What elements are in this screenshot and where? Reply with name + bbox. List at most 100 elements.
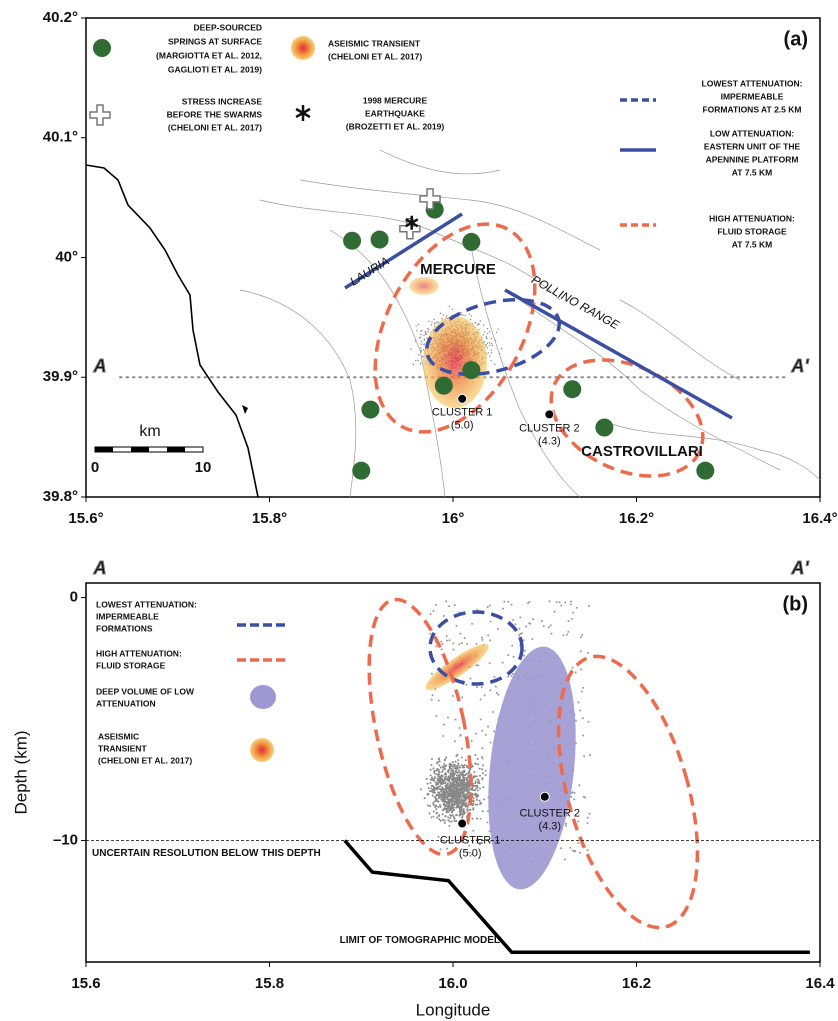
seismicity: [460, 773, 463, 776]
seismicity: [574, 671, 577, 674]
seismicity: [569, 846, 572, 849]
seismicity: [460, 784, 463, 787]
fault: [259, 199, 561, 301]
seismicity: [581, 633, 584, 636]
seismicity: [462, 314, 464, 316]
legend-label: GAGLIOTI ET AL. 2019): [168, 64, 262, 74]
seismicity: [444, 775, 447, 778]
seismicity: [484, 769, 487, 772]
seismicity: [482, 764, 485, 767]
place: CASTROVILLARI: [581, 443, 703, 460]
seismicity: [450, 820, 453, 823]
seismicity: [464, 785, 467, 788]
seismicity: [460, 771, 463, 774]
seismicity: [486, 821, 489, 824]
seismicity: [458, 643, 461, 646]
seismicity: [577, 842, 580, 845]
seismicity: [478, 328, 480, 331]
seismicity: [424, 330, 427, 333]
seismicity: [420, 330, 422, 332]
seismicity: [523, 649, 526, 652]
seismicity: [450, 795, 453, 798]
seismicity: [553, 610, 556, 613]
y-tick-label: 40.1°: [43, 129, 78, 146]
seismicity: [474, 782, 477, 785]
seismicity: [450, 803, 453, 806]
seismicity: [486, 342, 489, 345]
seismicity: [448, 785, 451, 788]
seismicity: [457, 758, 460, 761]
spring: [343, 231, 362, 250]
seismicity: [511, 672, 514, 675]
y-tick-label: 40.2°: [43, 9, 78, 26]
seismicity: [474, 803, 477, 806]
seismicity: [437, 775, 440, 778]
seismicity: [474, 763, 477, 766]
seismicity: [459, 791, 462, 794]
seismicity: [449, 773, 452, 776]
seismicity: [494, 363, 496, 365]
seismicity: [473, 770, 476, 773]
seismicity: [431, 791, 434, 794]
seismicity: [425, 777, 428, 780]
seismicity: [518, 627, 521, 630]
seismicity: [456, 782, 459, 785]
seismicity: [461, 802, 464, 805]
seismicity: [461, 816, 464, 819]
seismicity: [458, 803, 461, 806]
x-tick-label: 16°: [442, 510, 465, 527]
legend-label: AT 7.5 KM: [732, 167, 772, 177]
seismicity: [453, 787, 456, 790]
seismicity: [439, 804, 442, 807]
seismicity: [448, 800, 451, 803]
seismicity: [494, 339, 497, 342]
seismicity: [569, 603, 572, 606]
spring: [595, 418, 614, 437]
seismicity: [577, 701, 580, 704]
seismicity: [454, 799, 457, 802]
seismicity: [431, 321, 433, 323]
seismicity: [479, 320, 481, 322]
seismicity: [518, 634, 521, 637]
earthquake: [405, 215, 419, 230]
seismicity: [427, 329, 430, 331]
seismicity: [460, 778, 463, 781]
cluster: [539, 791, 550, 802]
cluster: [457, 818, 468, 829]
seismicity: [453, 604, 456, 607]
cluster: [544, 409, 555, 420]
seismicity: [459, 766, 462, 769]
seismicity: [452, 815, 455, 818]
seismicity: [523, 654, 526, 657]
seismicity: [449, 809, 452, 812]
legend-label: APENNINE PLATFORM: [706, 154, 799, 164]
fault: [329, 229, 446, 498]
seismicity: [451, 772, 454, 775]
legend-transient: [291, 36, 315, 60]
seismicity: [454, 765, 457, 768]
seismicity: [470, 315, 473, 317]
seismicity: [476, 803, 479, 806]
spring: [696, 461, 715, 480]
seismicity: [430, 764, 433, 767]
seismicity: [469, 318, 472, 321]
cluster-label: CLUSTER 1: [440, 834, 501, 846]
seismicity: [447, 791, 450, 794]
seismicity: [558, 601, 561, 604]
seismicity: [476, 786, 479, 789]
seismicity: [482, 786, 485, 789]
seismicity: [458, 794, 461, 797]
seismicity: [433, 788, 436, 791]
seismicity: [438, 818, 441, 821]
seismicity: [466, 806, 469, 809]
seismicity: [452, 799, 455, 802]
seismicity: [431, 694, 434, 697]
seismicity: [451, 308, 454, 310]
seismicity: [481, 768, 484, 771]
seismicity: [433, 795, 436, 798]
seismicity: [474, 780, 477, 783]
cluster-label: (4.3): [538, 821, 561, 833]
seismicity: [588, 605, 591, 608]
seismicity: [489, 639, 492, 642]
seismicity: [443, 762, 446, 765]
